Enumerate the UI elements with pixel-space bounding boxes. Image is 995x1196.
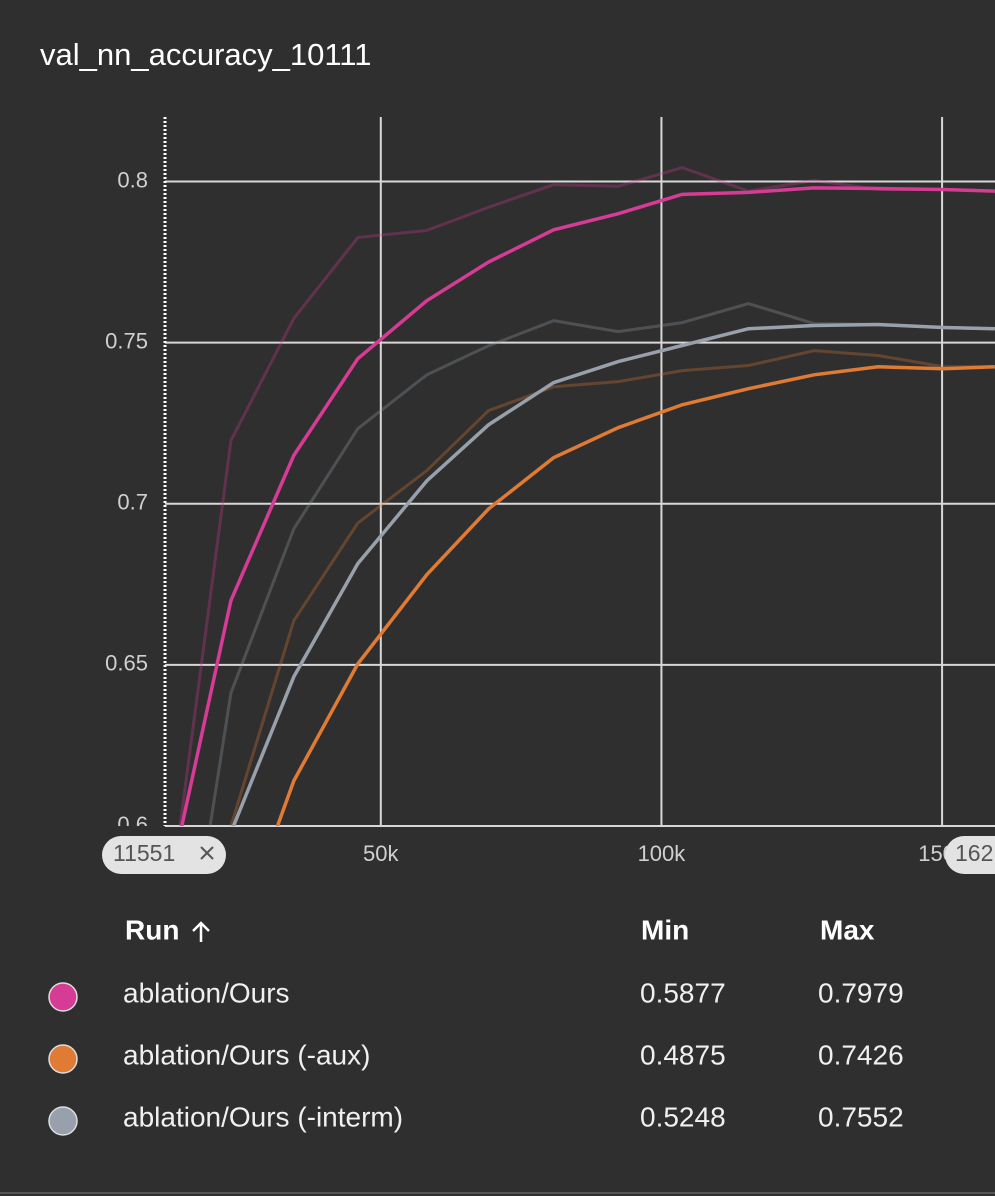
plot-area <box>178 166 995 826</box>
smoothed-line <box>180 186 995 826</box>
y-tick-labels: 0.6 0.65 0.7 0.75 0.8 <box>105 167 148 837</box>
range-start-chip[interactable]: 11551 <box>102 836 226 874</box>
min-value: 0.4875 <box>640 1039 726 1070</box>
chip-label: 11551 <box>113 840 175 866</box>
chip-label: 162 <box>955 840 993 866</box>
legend-row[interactable]: ablation/Ours 0.5877 0.7979 <box>48 977 904 1012</box>
x-tick-label: 50k <box>363 841 399 866</box>
max-value: 0.7426 <box>818 1039 904 1070</box>
chip-background <box>945 836 995 874</box>
min-value: 0.5248 <box>640 1101 726 1132</box>
grid <box>165 117 995 827</box>
max-value: 0.7979 <box>818 977 904 1008</box>
y-tick-label: 0.7 <box>117 490 148 515</box>
sort-arrow-icon <box>192 921 210 942</box>
chip-background <box>102 836 226 874</box>
chart-title: val_nn_accuracy_10111 <box>40 37 371 72</box>
y-tick-label: 0.8 <box>117 167 148 192</box>
smoothed-line <box>275 365 995 826</box>
header-run[interactable]: Run <box>125 914 179 945</box>
min-value: 0.5877 <box>640 977 726 1008</box>
run-name: ablation/Ours (-aux) <box>123 1039 370 1070</box>
y-tick-label: 0.6 <box>117 812 148 837</box>
legend-row[interactable]: ablation/Ours (-interm) 0.5248 0.7552 <box>48 1101 904 1136</box>
run-name: ablation/Ours (-interm) <box>123 1101 403 1132</box>
header-min[interactable]: Min <box>641 914 689 945</box>
x-tick-label: 100k <box>638 841 687 866</box>
legend-swatch <box>48 1106 78 1136</box>
y-tick-label: 0.65 <box>105 651 148 676</box>
legend-swatch <box>48 1044 78 1074</box>
run-name: ablation/Ours <box>123 977 290 1008</box>
legend-swatch <box>48 982 78 1012</box>
smoothed-line <box>231 322 995 826</box>
header-max[interactable]: Max <box>820 914 875 945</box>
chip-close-icon <box>200 846 214 860</box>
raw-line <box>229 349 995 826</box>
legend-row[interactable]: ablation/Ours (-aux) 0.4875 0.7426 <box>48 1039 904 1074</box>
y-tick-label: 0.75 <box>105 328 148 353</box>
max-value: 0.7552 <box>818 1101 904 1132</box>
range-end-chip[interactable]: 162 <box>945 836 995 874</box>
legend-table: Run Min Max ablation/Ours 0.5877 0.7979abl… <box>48 914 904 1136</box>
